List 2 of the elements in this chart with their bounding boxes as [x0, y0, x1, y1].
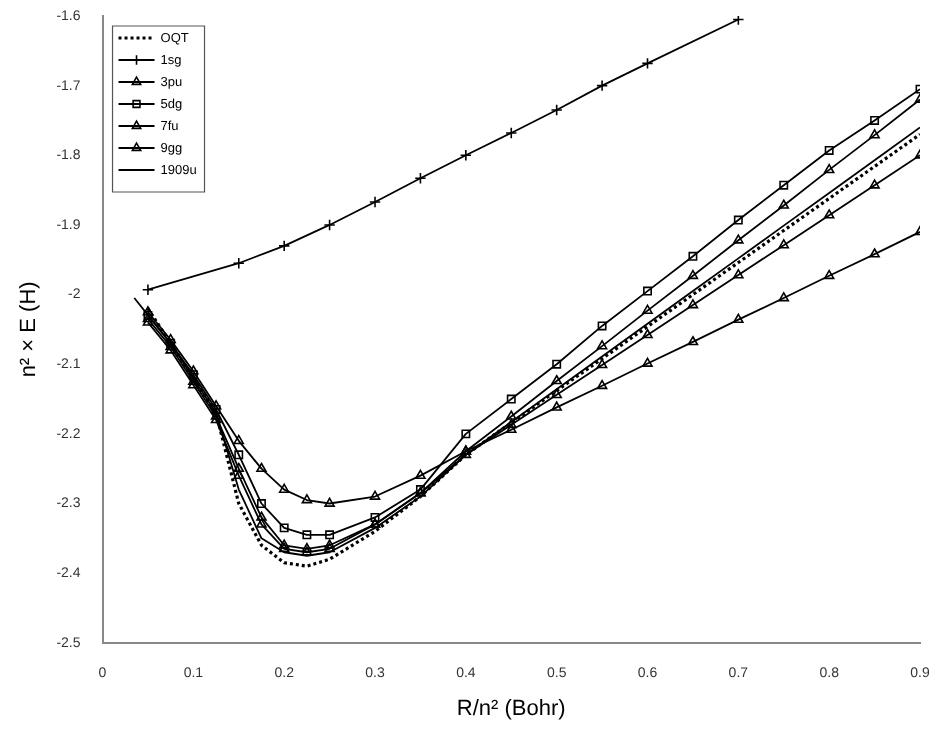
y-axis-title: n² × E (H)	[17, 281, 42, 378]
x-axis-title: R/n² (Bohr)	[456, 696, 566, 721]
